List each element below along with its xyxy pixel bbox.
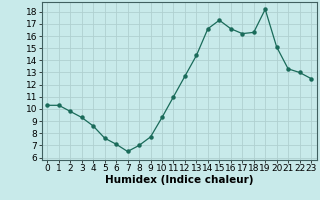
X-axis label: Humidex (Indice chaleur): Humidex (Indice chaleur): [105, 175, 253, 185]
